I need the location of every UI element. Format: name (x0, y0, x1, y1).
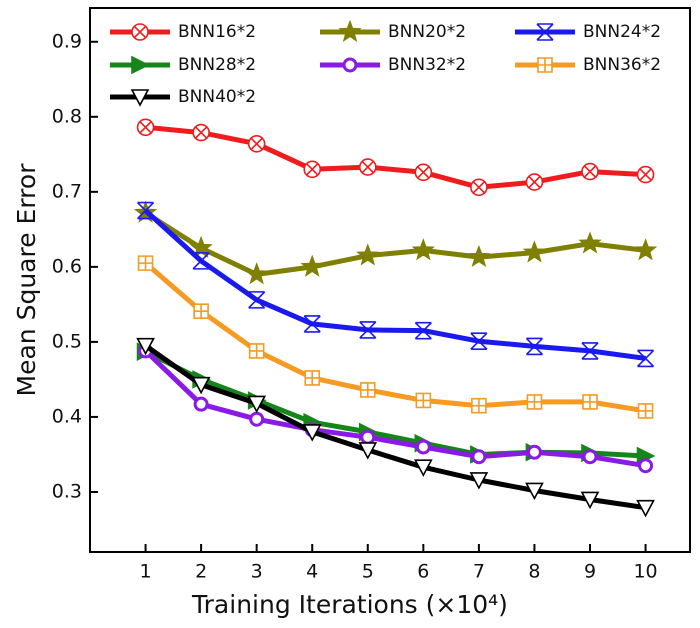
data-point (356, 243, 380, 266)
data-point (526, 394, 543, 410)
data-point (581, 162, 599, 181)
x-tick-label: 4 (306, 561, 318, 583)
data-point (581, 342, 599, 360)
legend-text: BNN20*2 (388, 22, 466, 42)
legend-text: BNN36*2 (583, 55, 661, 75)
data-point (136, 118, 155, 137)
series-line (143, 349, 646, 469)
legend-text: BNN40*2 (178, 87, 256, 107)
data-point (415, 439, 431, 455)
data-point (525, 337, 544, 356)
data-point (358, 442, 378, 460)
x-axis-title: Training Iterations (×10⁴) (191, 590, 508, 619)
y-tick-label: 0.3 (52, 480, 82, 502)
x-tick-label: 1 (140, 561, 152, 583)
y-axis-title: Mean Square Error (12, 163, 41, 397)
series-line (144, 210, 646, 277)
data-point (193, 303, 209, 319)
legend-marker (338, 19, 362, 42)
data-point (578, 231, 602, 254)
data-point (525, 173, 544, 191)
data-point (192, 123, 210, 142)
y-tick-label: 0.7 (52, 180, 82, 202)
data-point (192, 252, 210, 270)
data-point (248, 343, 265, 359)
plot-frame (89, 7, 691, 553)
y-tick-label: 0.8 (52, 105, 82, 127)
data-point (471, 397, 487, 414)
data-point (360, 429, 376, 445)
legend-marker (131, 55, 150, 75)
data-point (358, 158, 377, 176)
legend-marker (130, 89, 150, 107)
x-tick-label: 3 (251, 561, 263, 583)
x-tick-label: 9 (584, 561, 596, 583)
data-point (636, 349, 655, 368)
data-point (467, 244, 491, 268)
series-line (145, 124, 646, 190)
data-point (470, 332, 488, 350)
x-tick-label: 6 (417, 561, 429, 583)
data-point (582, 394, 598, 410)
data-point (248, 291, 266, 309)
data-point (411, 238, 435, 261)
legend-marker (131, 23, 149, 41)
legend-marker (342, 57, 358, 73)
y-tick-label: 0.5 (52, 330, 82, 352)
series-line (143, 208, 646, 361)
y-tick-label: 0.9 (52, 30, 82, 52)
y-tick-label: 0.6 (52, 255, 82, 277)
data-point (526, 444, 542, 460)
legend-text: BNN16*2 (178, 22, 256, 42)
x-tick-label: 8 (528, 561, 540, 583)
x-tick-label: 5 (362, 561, 374, 583)
data-point (359, 321, 377, 339)
data-point (522, 240, 547, 263)
data-point (304, 370, 321, 386)
data-point (359, 382, 376, 398)
data-point (245, 262, 269, 285)
legend-marker (537, 57, 553, 73)
data-point (414, 459, 433, 477)
data-point (471, 449, 487, 465)
data-point (303, 315, 321, 333)
data-point (525, 482, 544, 501)
data-point (415, 392, 432, 409)
data-point (636, 165, 655, 184)
legend-text: BNN32*2 (388, 55, 466, 75)
legend-text: BNN28*2 (178, 55, 256, 75)
legend-marker (536, 23, 554, 41)
data-point (633, 238, 658, 261)
data-point (300, 254, 324, 277)
data-point (637, 403, 654, 419)
series-line (143, 261, 646, 414)
data-point (136, 201, 155, 220)
x-tick-label: 10 (633, 561, 657, 583)
data-point (636, 499, 655, 518)
x-tick-label: 2 (195, 561, 207, 583)
data-point (193, 396, 209, 412)
data-point (469, 472, 489, 490)
data-point (191, 376, 211, 395)
x-tick-label: 7 (473, 561, 485, 583)
data-point (582, 449, 598, 465)
data-point (302, 424, 322, 442)
series-line (144, 343, 646, 511)
data-point (247, 135, 266, 153)
data-point (414, 321, 432, 340)
y-tick-label: 0.4 (52, 405, 82, 427)
data-point (136, 337, 155, 356)
data-point (470, 178, 488, 197)
data-point (414, 163, 433, 182)
data-point (303, 160, 322, 179)
data-point (247, 395, 266, 414)
data-point (249, 411, 265, 427)
data-point (580, 491, 600, 510)
legend-text: BNN24*2 (583, 22, 661, 42)
data-point (638, 458, 654, 474)
data-point (137, 255, 154, 271)
